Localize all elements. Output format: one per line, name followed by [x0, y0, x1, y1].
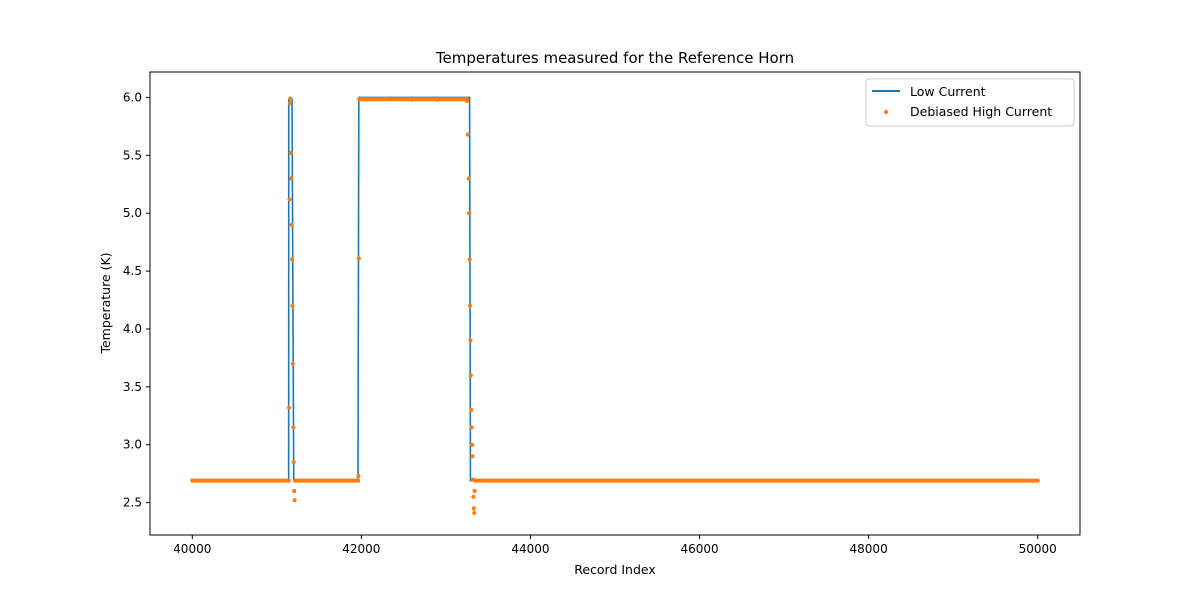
scatter-point-debiased-high-current — [465, 132, 470, 137]
scatter-point-debiased-high-current — [356, 473, 361, 479]
legend: Low Current Debiased High Current — [865, 78, 1075, 127]
scatter-point-debiased-high-current — [470, 454, 475, 459]
scatter-point-debiased-high-current — [356, 256, 361, 261]
scatter-point-debiased-high-current — [287, 101, 293, 106]
y-tick-label: 5.0 — [123, 206, 142, 220]
legend-swatch-debiased-high-current — [883, 109, 889, 115]
scatter-point-debiased-high-current — [469, 425, 474, 430]
scatter-point-debiased-high-current — [435, 97, 440, 102]
y-tick-label: 3.5 — [123, 380, 142, 394]
scatter-point-debiased-high-current — [291, 459, 296, 465]
scatter-point-debiased-high-current — [468, 373, 473, 378]
y-axis-label: Temperature (K) — [98, 252, 113, 354]
y-tick-label: 4.5 — [123, 264, 142, 278]
scatter-point-debiased-high-current — [464, 98, 470, 104]
scatter-point-debiased-high-current — [384, 96, 389, 101]
scatter-point-debiased-high-current — [355, 478, 361, 483]
axes-background — [150, 72, 1080, 535]
y-tick-label: 4.0 — [123, 322, 142, 336]
y-tick-label: 3.0 — [123, 438, 142, 452]
legend-label-debiased-high-current: Debiased High Current — [910, 104, 1052, 119]
x-tick-label: 42000 — [342, 542, 380, 556]
scatter-point-debiased-high-current — [467, 257, 472, 262]
y-tick-label: 6.0 — [123, 90, 142, 104]
scatter-point-debiased-high-current — [466, 176, 471, 181]
scatter-point-debiased-high-current — [292, 498, 297, 503]
scatter-point-debiased-high-current — [292, 488, 297, 494]
y-tick-label: 2.5 — [123, 496, 142, 510]
x-tick-label: 44000 — [511, 542, 549, 556]
scatter-point-debiased-high-current — [289, 222, 294, 227]
x-tick-label: 48000 — [850, 542, 888, 556]
series-layer — [190, 96, 1040, 516]
scatter-point-debiased-high-current — [288, 96, 293, 101]
scatter-point-debiased-high-current — [291, 425, 296, 430]
scatter-point-debiased-high-current — [287, 197, 292, 202]
scatter-point-debiased-high-current — [470, 442, 475, 447]
scatter-point-debiased-high-current — [468, 338, 473, 343]
scatter-point-debiased-high-current — [467, 303, 473, 308]
x-axis-label: Record Index — [574, 562, 656, 577]
scatter-point-debiased-high-current — [469, 407, 474, 413]
scatter-point-debiased-high-current — [290, 303, 295, 308]
scatter-point-debiased-high-current — [289, 257, 295, 262]
scatter-point-debiased-high-current — [471, 506, 476, 511]
scatter-point-debiased-high-current — [470, 477, 476, 482]
scatter-point-debiased-high-current — [288, 150, 293, 156]
scatter-point-debiased-high-current — [472, 488, 477, 494]
x-axis-ticks: 40000 42000 44000 46000 48000 50000 — [173, 535, 1057, 556]
chart-title: Temperatures measured for the Reference … — [435, 49, 794, 67]
scatter-point-debiased-high-current — [290, 361, 295, 366]
scatter-point-debiased-high-current — [357, 97, 362, 102]
axes-frame — [149, 71, 1081, 536]
scatter-point-debiased-high-current — [286, 478, 291, 483]
x-tick-label: 40000 — [173, 542, 211, 556]
x-tick-label: 50000 — [1019, 542, 1057, 556]
legend-label-low-current: Low Current — [910, 84, 986, 99]
scatter-point-debiased-high-current — [190, 478, 195, 483]
scatter-point-debiased-high-current — [293, 478, 298, 483]
scatter-point-debiased-high-current — [409, 97, 415, 102]
scatter-point-debiased-high-current — [1035, 478, 1040, 483]
x-tick-label: 46000 — [680, 542, 718, 556]
plot-area — [149, 71, 1081, 536]
scatter-point-debiased-high-current — [471, 494, 476, 499]
scatter-point-debiased-high-current — [289, 176, 294, 181]
scatter-point-debiased-high-current — [472, 510, 477, 516]
scatter-point-debiased-high-current — [286, 405, 292, 410]
y-tick-label: 5.5 — [123, 148, 142, 162]
y-axis-ticks: 2.5 3.0 3.5 4.0 4.5 5.0 5.5 6.0 — [123, 90, 150, 510]
legend-frame — [865, 78, 1075, 127]
scatter-point-debiased-high-current — [467, 211, 472, 216]
